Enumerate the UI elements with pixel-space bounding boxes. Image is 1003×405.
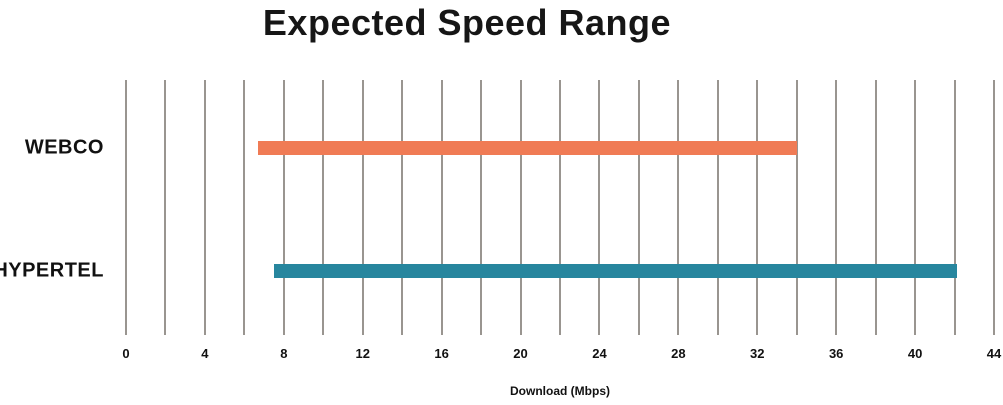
x-tick-label: 32 [750, 346, 765, 361]
gridline [598, 80, 601, 335]
gridline [519, 80, 522, 335]
x-tick-label: 28 [671, 346, 686, 361]
x-tick-label: 12 [355, 346, 370, 361]
gridline [953, 80, 956, 335]
gridline [756, 80, 759, 335]
gridline [322, 80, 325, 335]
gridline [559, 80, 561, 335]
x-tick-label: 0 [122, 346, 130, 361]
x-axis-tick-labels: 0 4 8 12 16 20 24 28 32 36 40 44 [122, 346, 1001, 366]
x-tick-label: 16 [434, 346, 449, 361]
range-bar-hypertel [273, 264, 957, 278]
x-tick-label: 20 [513, 346, 528, 361]
gridline [874, 80, 877, 335]
range-bar-webco [258, 141, 797, 155]
gridline [440, 80, 443, 335]
gridline [361, 80, 364, 335]
gridline [282, 80, 285, 335]
x-axis-label: Download (Mbps) [510, 384, 610, 398]
gridline [835, 80, 838, 335]
gridline [125, 80, 127, 335]
gridline [914, 80, 917, 335]
category-label-webco: WEBCO [24, 136, 104, 159]
x-tick-label: 8 [280, 346, 288, 361]
x-tick-label: 44 [986, 346, 1002, 361]
plot-area [125, 80, 995, 335]
gridline [716, 80, 719, 335]
y-axis-category-labels: WEBCO HYPERTEL [0, 80, 104, 335]
gridline [677, 80, 680, 335]
chart-title: Expected Speed Range [262, 2, 672, 43]
x-tick-label: 36 [828, 346, 844, 361]
gridline [164, 80, 167, 335]
x-tick-label: 4 [201, 346, 209, 361]
gridline [795, 80, 798, 335]
gridline [203, 80, 206, 335]
x-tick-label: 24 [592, 346, 607, 361]
gridline [637, 80, 640, 335]
x-tick-label: 40 [907, 346, 923, 361]
gridline [480, 80, 483, 335]
category-label-hypertel: HYPERTEL [0, 259, 104, 282]
gridline [401, 80, 404, 335]
gridline [993, 80, 995, 335]
gridline [243, 80, 246, 335]
